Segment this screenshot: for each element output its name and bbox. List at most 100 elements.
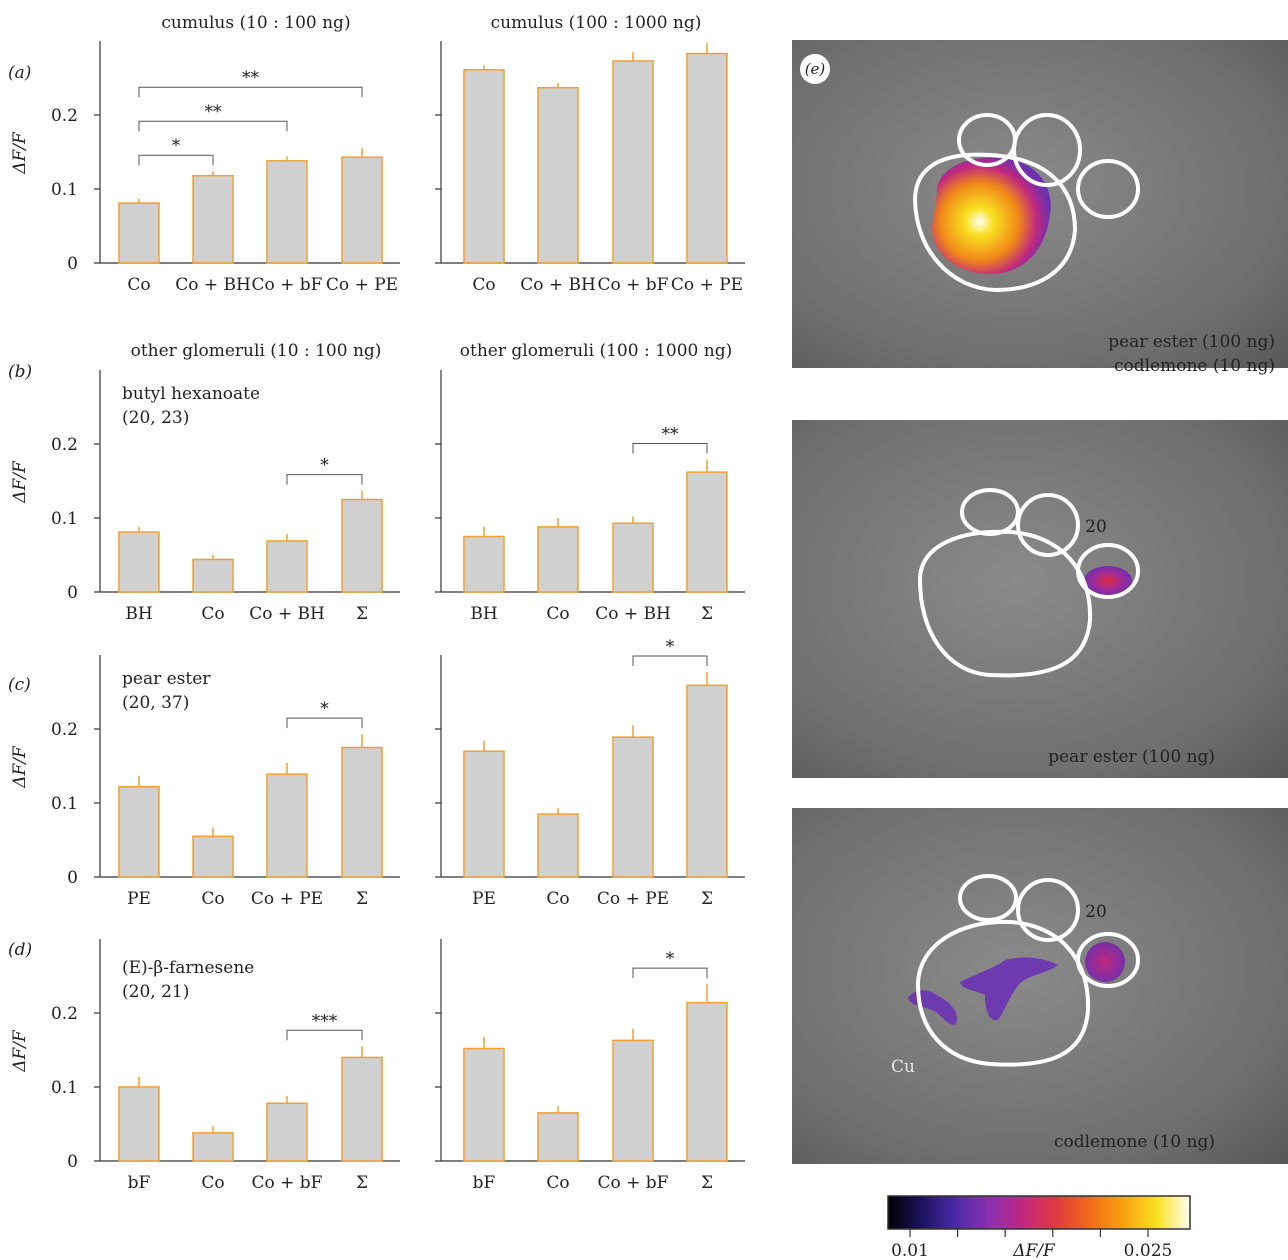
category-label: Co + PE xyxy=(671,275,743,295)
cumulus-label: Cu xyxy=(891,1057,915,1077)
bar xyxy=(266,773,308,878)
bar xyxy=(341,1056,383,1162)
bar xyxy=(192,835,234,878)
panel-label-badge xyxy=(800,54,830,84)
y-tick-label: 0.1 xyxy=(51,794,78,814)
y-tick-label: 0 xyxy=(67,254,78,274)
significance-bracket xyxy=(632,967,708,979)
chart-title: other glomeruli (10 : 100 ng) xyxy=(131,341,382,361)
category-label: Co + PE xyxy=(326,275,398,295)
bar xyxy=(118,785,160,878)
category-label: bF xyxy=(128,1173,151,1193)
bar xyxy=(537,526,579,593)
image-panel-1: (e) pear ester (100 ng) codlemone (10 ng… xyxy=(792,40,1288,376)
category-label: Co xyxy=(201,1173,224,1193)
significance-bracket xyxy=(138,154,214,166)
significance-label: ** xyxy=(242,68,260,88)
panel-label: (d) xyxy=(8,940,32,960)
chart-title: other glomeruli (100 : 1000 ng) xyxy=(460,341,732,361)
image-panel-2: 20 pear ester (100 ng) xyxy=(792,420,1288,778)
bar xyxy=(537,1112,579,1162)
category-label: Co + PE xyxy=(251,889,323,909)
image-background xyxy=(792,420,1288,778)
significance-label: *** xyxy=(312,1011,338,1031)
bar xyxy=(266,160,308,264)
chart-6: PE Co Co + PE Σ * xyxy=(435,637,745,909)
category-label: Σ xyxy=(356,1173,368,1193)
y-tick-label: 0.2 xyxy=(51,106,78,126)
category-label: PE xyxy=(127,889,151,909)
y-tick-label: 0 xyxy=(67,583,78,603)
bar xyxy=(192,1132,234,1162)
category-label: Co xyxy=(201,604,224,624)
bar xyxy=(266,540,308,593)
category-label: PE xyxy=(472,889,496,909)
glomeruli-outlines xyxy=(917,488,1140,678)
bar xyxy=(341,156,383,264)
bar xyxy=(192,174,234,264)
bar xyxy=(686,1001,728,1162)
bar xyxy=(463,535,505,593)
category-label: Σ xyxy=(701,604,713,624)
category-label: Co xyxy=(546,1173,569,1193)
significance-label: * xyxy=(666,637,675,657)
category-label: Co xyxy=(201,889,224,909)
significance-label: * xyxy=(320,456,329,476)
cumulus-response xyxy=(931,157,1051,275)
y-tick-label: 0.1 xyxy=(51,509,78,529)
caption-line-2: codlemone (10 ng) xyxy=(1114,356,1275,376)
significance-bracket xyxy=(632,443,708,454)
inset-label: (E)-β-farnesene xyxy=(122,958,254,978)
panel-label: (a) xyxy=(8,63,31,83)
caption-line-1: pear ester (100 ng) xyxy=(1048,747,1215,767)
glomeruli-outlines xyxy=(912,113,1140,293)
y-tick-label: 0.1 xyxy=(51,1078,78,1098)
bar xyxy=(463,750,505,878)
category-label: BH xyxy=(470,604,497,624)
category-label: Σ xyxy=(701,889,713,909)
bar xyxy=(118,531,160,593)
bar xyxy=(537,86,579,264)
colorbar-gradient xyxy=(887,1195,1191,1230)
chart-7: 0 0.1 0.2 ΔF/F (d) (E)-β-farnesene (20, 21) bF C… xyxy=(8,939,400,1193)
significance-label: ** xyxy=(662,425,680,445)
category-label: Co + PE xyxy=(597,889,669,909)
bar xyxy=(537,813,579,878)
significance-label: ** xyxy=(205,102,223,122)
category-label: Co + BH xyxy=(520,275,596,295)
chart-3: 0 0.1 0.2 ΔF/F other glomeruli (10 : 100 ng)… xyxy=(8,341,400,624)
category-label: Σ xyxy=(701,1173,713,1193)
y-axis-label: ΔF/F xyxy=(10,131,30,175)
significance-bracket xyxy=(632,655,708,667)
glomerulus-20-response xyxy=(1085,942,1125,982)
colorbar-title: ΔF/F xyxy=(1012,1241,1056,1260)
y-axis-label: ΔF/F xyxy=(10,460,30,504)
chart-title: cumulus (100 : 1000 ng) xyxy=(491,13,702,33)
significance-label: * xyxy=(666,949,675,969)
inset-label: butyl hexanoate xyxy=(122,384,260,404)
y-tick-label: 0.1 xyxy=(51,180,78,200)
category-label: Co xyxy=(546,604,569,624)
glomerulus-20-label: 20 xyxy=(1085,902,1107,922)
chart-4: other glomeruli (100 : 1000 ng) BH Co Co + … xyxy=(435,341,745,624)
bar xyxy=(463,1047,505,1162)
category-label: Co + BH xyxy=(249,604,325,624)
category-label: bF xyxy=(473,1173,496,1193)
category-label: Co + bF xyxy=(252,1173,323,1193)
category-label: Σ xyxy=(356,604,368,624)
bar xyxy=(686,471,728,593)
bar xyxy=(686,52,728,264)
bar xyxy=(612,736,654,878)
bar xyxy=(341,498,383,593)
chart-5: 0 0.1 0.2 ΔF/F (c) pear ester (20, 37) PE Co Co +… xyxy=(8,655,400,909)
significance-bracket xyxy=(138,86,363,98)
chart-1: 0 0.1 0.2 ΔF/F cumulus (10 : 100 ng) (a) Co Co … xyxy=(8,13,400,295)
category-label: Co xyxy=(127,275,150,295)
bar xyxy=(612,60,654,264)
bar-charts: 0 0.1 0.2 ΔF/F cumulus (10 : 100 ng) (a) Co Co … xyxy=(8,13,745,1193)
significance-label: * xyxy=(320,699,329,719)
bar xyxy=(612,1039,654,1162)
bar xyxy=(463,69,505,264)
significance-bracket xyxy=(286,717,363,729)
